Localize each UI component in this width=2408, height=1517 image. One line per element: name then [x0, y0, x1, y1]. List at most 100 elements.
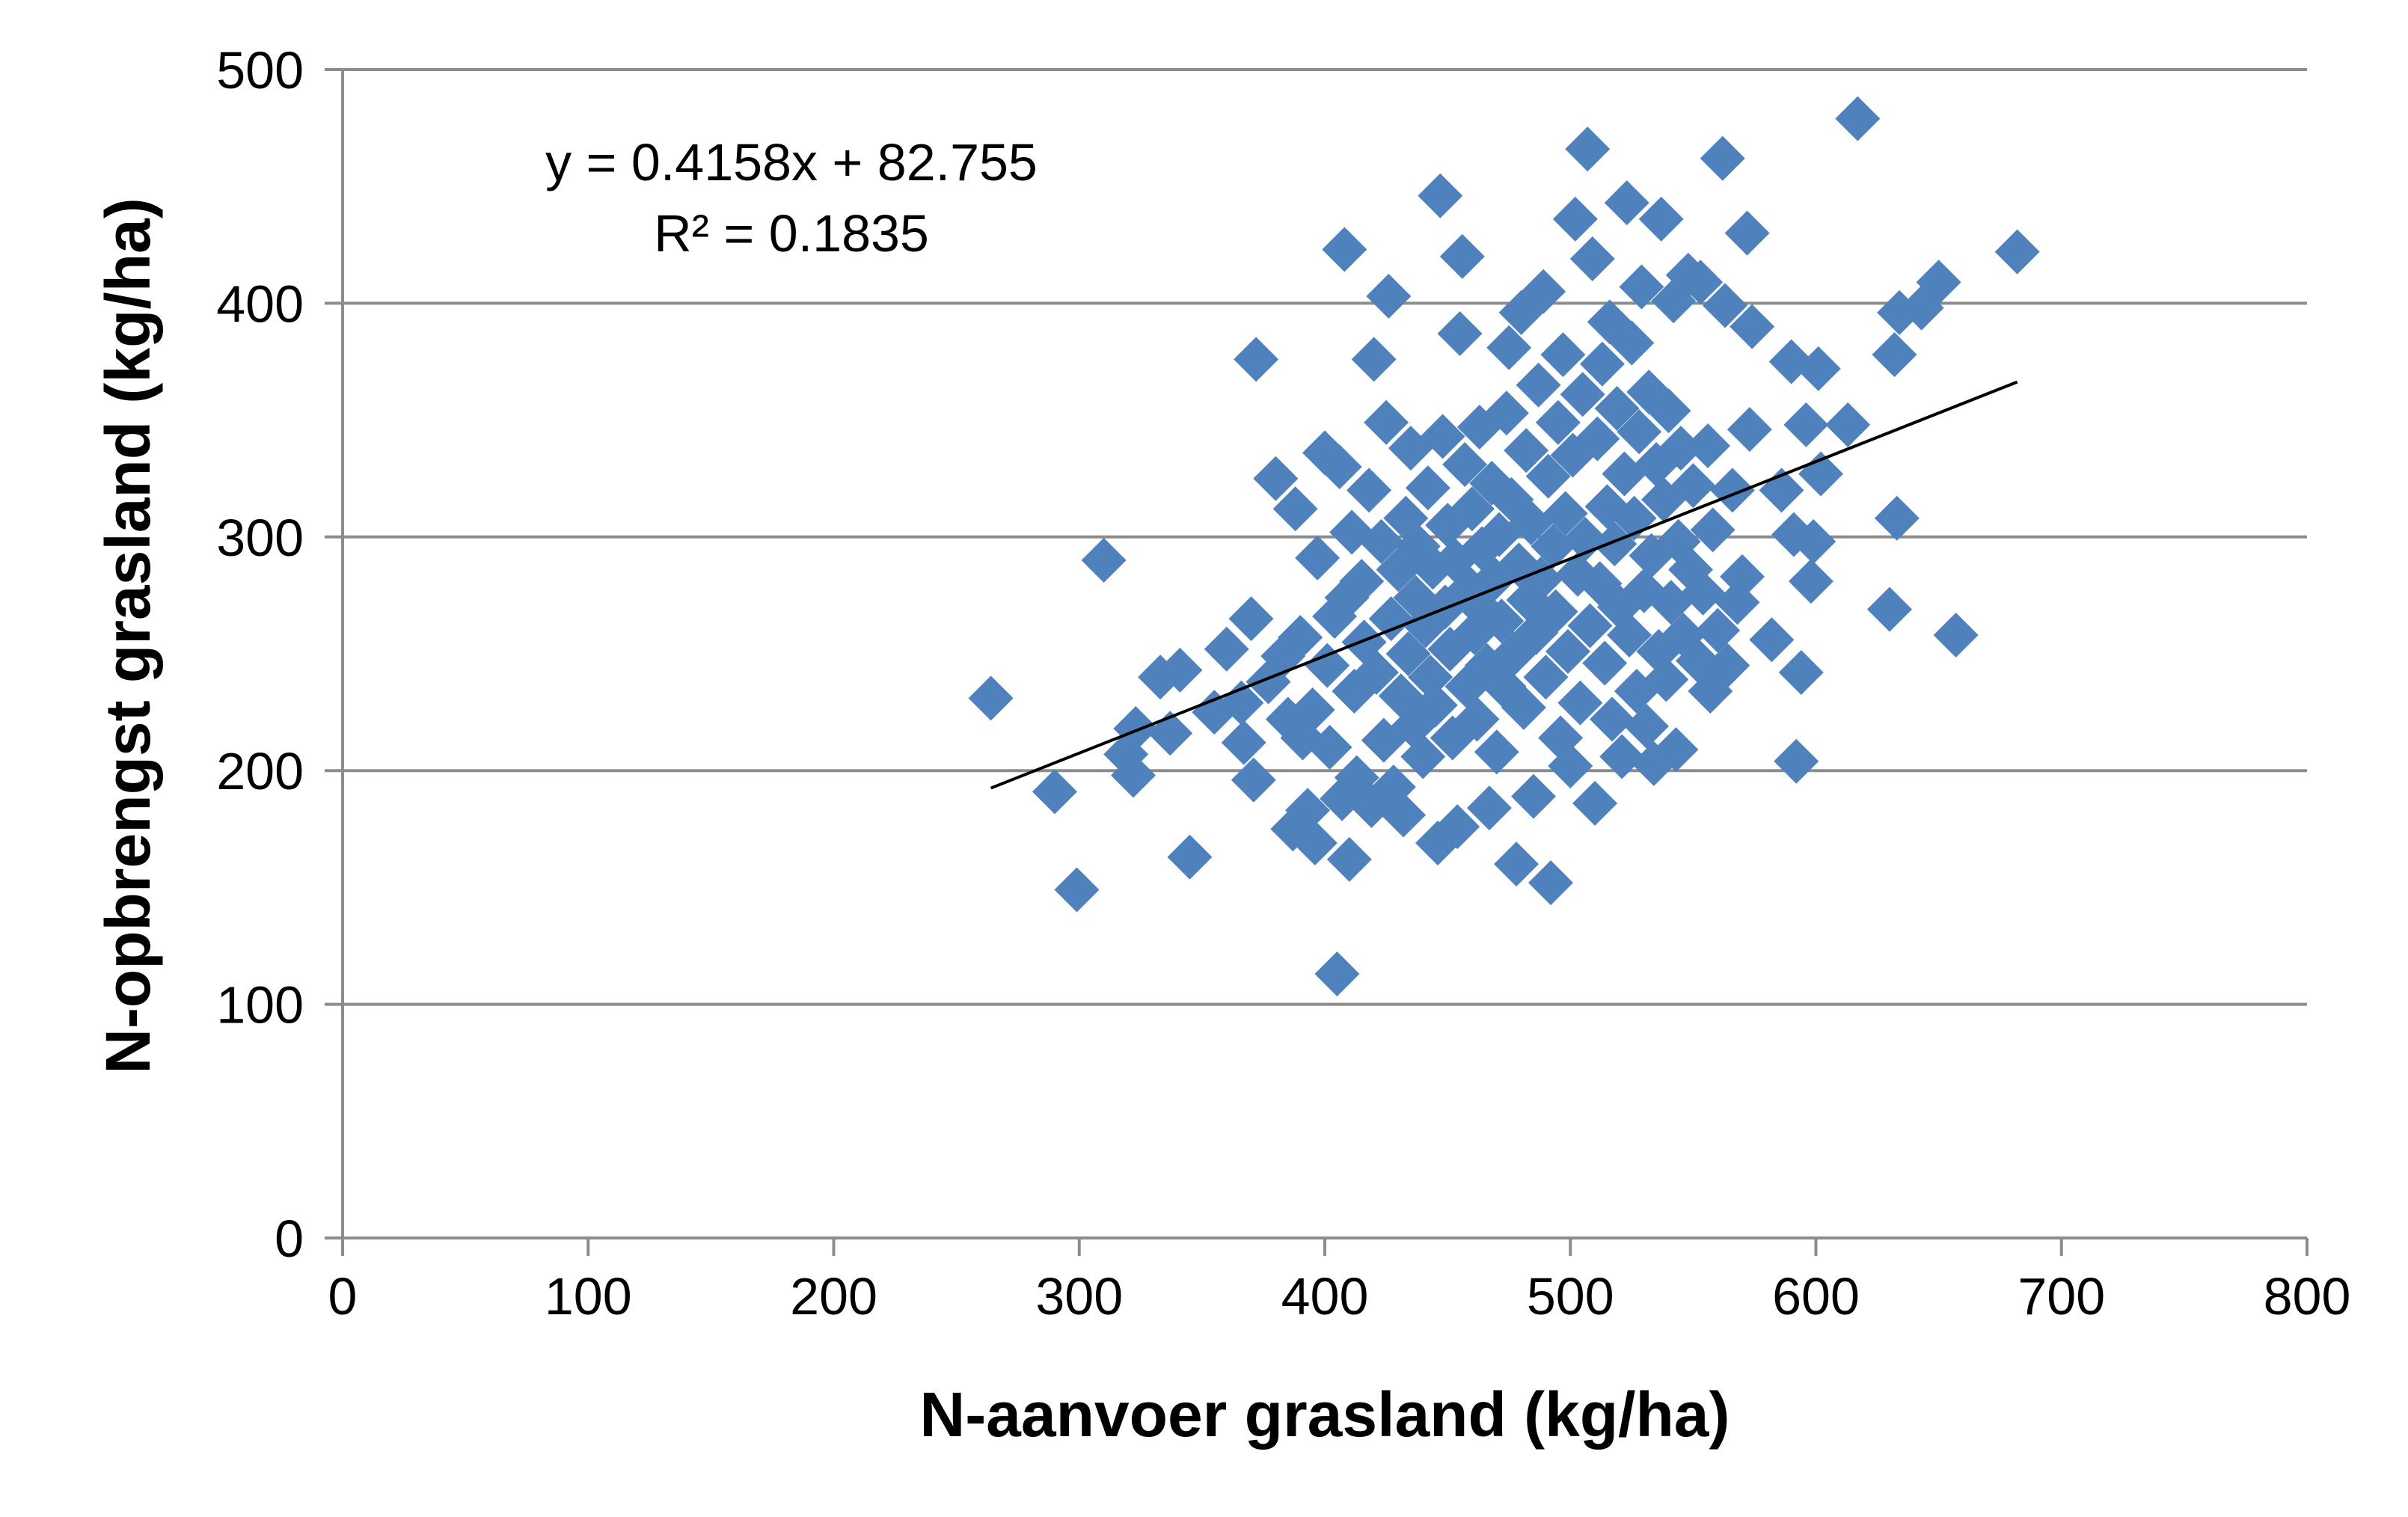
trendline-r2: R² = 0.1835 [654, 204, 929, 263]
data-point [1295, 535, 1341, 580]
data-point [1081, 538, 1127, 583]
data-point [1494, 842, 1540, 887]
axes [325, 68, 2309, 1256]
data-point [1322, 227, 1367, 272]
data-point [1479, 598, 1525, 644]
data-point [1032, 769, 1077, 815]
data-point [1418, 173, 1463, 218]
data-point [1685, 423, 1731, 468]
data-point [1221, 720, 1266, 765]
data-point [1339, 559, 1385, 604]
data-point [1617, 409, 1662, 455]
y-tick-label: 300 [216, 509, 304, 567]
data-point [1825, 402, 1871, 447]
data-point [1705, 643, 1750, 688]
data-point [1545, 628, 1590, 674]
data-point [1599, 734, 1645, 779]
data-point [1690, 507, 1735, 553]
data-point [1703, 283, 1748, 328]
data-point [1783, 402, 1829, 447]
data-point [1228, 596, 1274, 642]
data-point [1501, 684, 1546, 730]
data-point [1646, 388, 1691, 434]
data-point [1157, 647, 1203, 693]
data-point [1219, 680, 1264, 726]
gridlines [343, 68, 2307, 1006]
data-point [1523, 655, 1569, 700]
data-point [1695, 607, 1741, 653]
data-point [1560, 372, 1605, 417]
data-point [1364, 399, 1409, 445]
data-point [1866, 586, 1912, 632]
data-point [1474, 729, 1519, 775]
data-point [1437, 311, 1483, 357]
data-point [1314, 951, 1360, 996]
data-point [1307, 724, 1352, 770]
data-point [1778, 649, 1824, 695]
data-point [1420, 414, 1465, 459]
data-point [1368, 596, 1414, 642]
x-tick-label: 700 [2018, 1267, 2105, 1326]
data-point [1567, 603, 1613, 649]
data-point [1933, 613, 1979, 658]
data-point [1730, 304, 1775, 349]
y-axis-title: N-opbrengst grasland (kg/ha) [93, 197, 163, 1073]
data-point [1835, 96, 1881, 141]
data-point [1788, 559, 1833, 604]
data-point [1449, 486, 1495, 532]
data-point [1483, 390, 1529, 436]
data-point [1204, 626, 1249, 672]
data-point [1351, 337, 1397, 382]
data-point [1533, 589, 1578, 634]
data-point [1405, 465, 1450, 511]
data-point [1791, 519, 1836, 565]
x-tick-label: 400 [1281, 1267, 1369, 1326]
data-point [1602, 451, 1647, 497]
data-point [1231, 757, 1276, 803]
data-point [1579, 341, 1625, 387]
data-point [1272, 486, 1318, 532]
data-point [1609, 320, 1655, 366]
data-point [1565, 126, 1611, 172]
data-point [1167, 834, 1213, 880]
data-point [1521, 269, 1566, 314]
data-point [1442, 441, 1488, 487]
x-tick-label: 500 [1527, 1267, 1614, 1326]
data-point [1518, 557, 1563, 602]
y-tick-label: 400 [216, 275, 304, 333]
data-point [968, 675, 1014, 721]
data-point [1872, 332, 1917, 378]
x-tick-label: 600 [1772, 1267, 1860, 1326]
data-point [1435, 804, 1480, 850]
data-point [1290, 687, 1335, 732]
data-point [1385, 631, 1431, 676]
data-point [1648, 580, 1694, 625]
data-point [1749, 617, 1795, 663]
data-point [1994, 229, 2040, 275]
data-point [1508, 500, 1554, 546]
data-point [1619, 264, 1664, 310]
data-point [1592, 521, 1637, 567]
y-tick-label: 100 [216, 976, 304, 1035]
data-point [1400, 734, 1446, 779]
data-point [1653, 727, 1699, 773]
data-point [1557, 680, 1603, 726]
data-point [1110, 753, 1156, 798]
data-point [1572, 780, 1618, 826]
data-point [1670, 463, 1716, 509]
data-point [1326, 836, 1372, 882]
data-point [1528, 860, 1573, 906]
data-point [1700, 135, 1745, 181]
data-point [1540, 332, 1586, 378]
data-point [1531, 524, 1576, 569]
data-point [1916, 260, 1961, 305]
data-point [1234, 337, 1279, 382]
x-tick-label: 100 [545, 1267, 632, 1326]
data-points [968, 96, 2040, 996]
data-point [1535, 399, 1581, 445]
data-point [1504, 428, 1549, 474]
data-point [1795, 346, 1841, 391]
data-point [1278, 615, 1323, 661]
data-point [1607, 613, 1652, 658]
